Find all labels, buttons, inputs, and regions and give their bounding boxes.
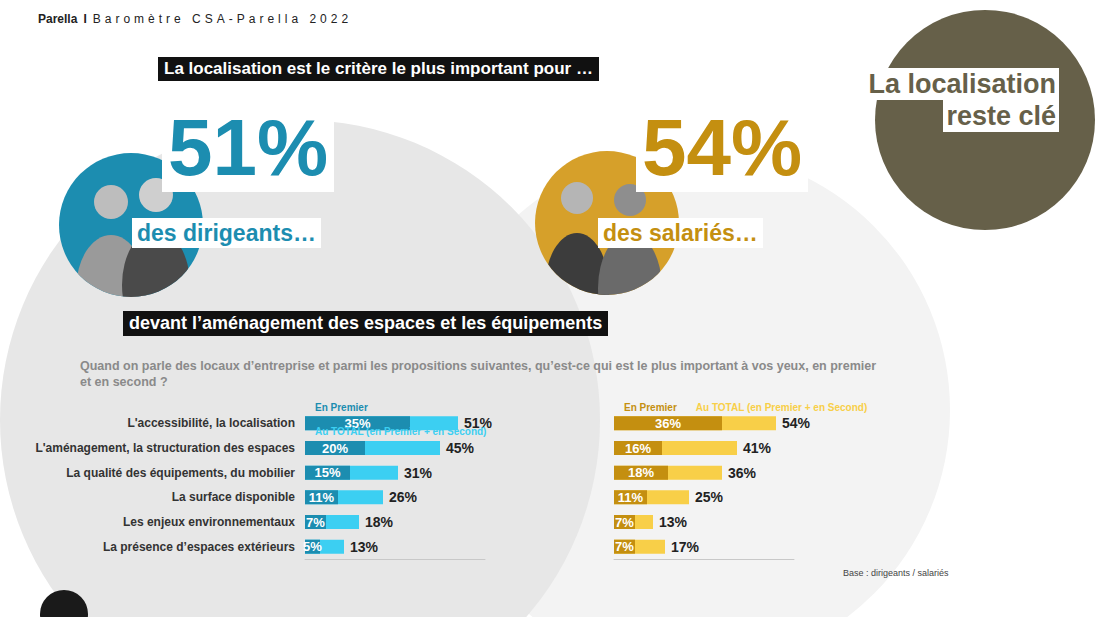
- svg-text:Les enjeux environnementaux: Les enjeux environnementaux: [123, 515, 295, 529]
- svg-text:13%: 13%: [350, 539, 379, 555]
- html-text:Base : dirigeants / salariés: Base : dirigeants / salariés: [843, 568, 949, 578]
- html-text:des dirigeants…: des dirigeants…: [137, 220, 316, 246]
- svg-text:31%: 31%: [404, 465, 433, 481]
- svg-text:36%: 36%: [655, 416, 681, 431]
- svg-text:L'aménagement, la structuratio: L'aménagement, la structuration des espa…: [35, 441, 295, 455]
- svg-text:45%: 45%: [446, 440, 475, 456]
- svg-text:35%: 35%: [344, 415, 371, 431]
- svg-text:20%: 20%: [322, 441, 348, 456]
- html-text:reste clé: reste clé: [946, 101, 1056, 131]
- svg-text:7%: 7%: [615, 539, 634, 554]
- svg-text:7%: 7%: [306, 515, 325, 530]
- svg-text:La surface disponible: La surface disponible: [172, 490, 296, 504]
- svg-text:51%: 51%: [464, 415, 492, 432]
- html-text:I: I: [83, 12, 87, 26]
- svg-text:25%: 25%: [695, 489, 724, 505]
- html-text:54%: 54%: [642, 103, 803, 192]
- svg-text:Au TOTAL (en Premier + en Seco: Au TOTAL (en Premier + en Second): [696, 402, 867, 413]
- svg-text:17%: 17%: [671, 539, 700, 555]
- svg-text:La présence d’espaces extérieu: La présence d’espaces extérieurs: [103, 540, 295, 554]
- svg-text:41%: 41%: [743, 440, 772, 456]
- html-text:Parella: Parella: [38, 12, 78, 26]
- svg-text:L'accessibilité, la localisati: L'accessibilité, la localisation: [127, 416, 295, 430]
- html-text:La localisation: La localisation: [868, 69, 1056, 99]
- svg-text:7%: 7%: [615, 515, 634, 530]
- svg-text:En Premier: En Premier: [315, 402, 368, 413]
- svg-text:18%: 18%: [365, 514, 394, 530]
- html-text:devant l’aménagement des espac: devant l’aménagement des espaces et les …: [129, 313, 603, 333]
- svg-text:18%: 18%: [628, 465, 654, 480]
- svg-text:Au TOTAL (en Premier + en Seco: Au TOTAL (en Premier + en Second): [315, 426, 486, 437]
- html-text:La localisation est le critère: La localisation est le critère le plus i…: [164, 59, 593, 78]
- svg-text:11%: 11%: [309, 490, 335, 505]
- svg-text:En Premier: En Premier: [624, 402, 677, 413]
- svg-text:15%: 15%: [314, 465, 340, 480]
- svg-text:36%: 36%: [728, 465, 757, 481]
- html-text:51%: 51%: [168, 103, 329, 192]
- svg-text:5%: 5%: [303, 539, 322, 554]
- svg-text:La qualité des équipements, du: La qualité des équipements, du mobilier: [66, 466, 295, 480]
- svg-text:26%: 26%: [389, 489, 418, 505]
- svg-text:11%: 11%: [618, 490, 644, 505]
- svg-text:16%: 16%: [625, 441, 651, 456]
- html-text:Baromètre CSA-Parella 2022: Baromètre CSA-Parella 2022: [92, 12, 353, 26]
- html-text:des salariés…: des salariés…: [603, 220, 758, 246]
- svg-text:54%: 54%: [782, 415, 811, 431]
- html-text:Quand on parle des locaux d’en: Quand on parle des locaux d’entreprise e…: [80, 359, 877, 389]
- svg-text:13%: 13%: [659, 514, 688, 530]
